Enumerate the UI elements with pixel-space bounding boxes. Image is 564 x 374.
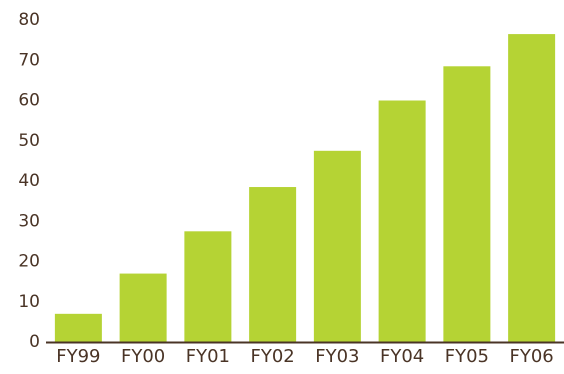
bar-fy06: [508, 34, 556, 343]
y-tick-label: 40: [18, 171, 40, 191]
bar-fy04: [378, 100, 426, 342]
bar-fy00: [119, 273, 167, 342]
bar-fy01: [184, 231, 232, 342]
x-tick-label: FY03: [315, 346, 359, 367]
y-tick-label: 20: [18, 252, 40, 272]
x-tick-label: FY99: [56, 346, 100, 367]
y-axis-tick-labels: 0 10 20 30 40 50 60 70 80: [18, 10, 40, 352]
y-tick-label: 60: [18, 91, 40, 111]
x-tick-label: FY01: [186, 346, 230, 367]
x-tick-label: FY04: [380, 346, 424, 367]
y-tick-label: 80: [18, 10, 40, 30]
x-tick-label: FY06: [509, 346, 553, 367]
bars-group: [54, 34, 556, 343]
bar-fy99: [54, 313, 102, 342]
y-tick-label: 70: [18, 50, 40, 70]
x-tick-label: FY00: [121, 346, 165, 367]
y-tick-label: 50: [18, 131, 40, 151]
bar-fy03: [313, 150, 361, 342]
bar-fy02: [249, 187, 297, 342]
x-tick-label: FY05: [445, 346, 489, 367]
y-tick-label: 0: [29, 332, 40, 352]
y-tick-label: 30: [18, 211, 40, 231]
y-tick-label: 10: [18, 292, 40, 312]
x-axis-tick-labels: FY99 FY00 FY01 FY02 FY03 FY04 FY05 FY06: [56, 346, 554, 367]
bar-fy05: [443, 66, 491, 342]
x-tick-label: FY02: [250, 346, 294, 367]
